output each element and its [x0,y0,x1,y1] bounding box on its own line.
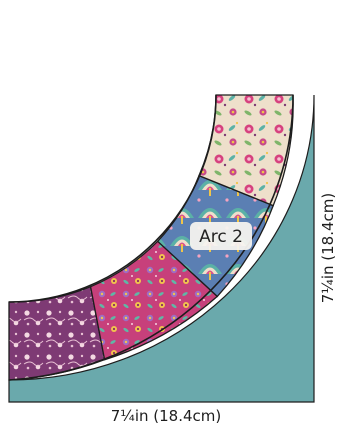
arc-label-box [190,222,252,250]
height-dimension-label: 7¼in (18.4cm) [319,193,337,304]
width-dimension-label: 7¼in (18.4cm) [111,407,222,425]
magenta-floral-patch [89,240,219,361]
background-block [8,94,315,403]
arc-outer-edge [8,94,294,381]
purple-floral-patch [8,285,106,381]
arc-inner-edge [8,94,217,303]
arc-label: Arc 2 [199,227,243,247]
